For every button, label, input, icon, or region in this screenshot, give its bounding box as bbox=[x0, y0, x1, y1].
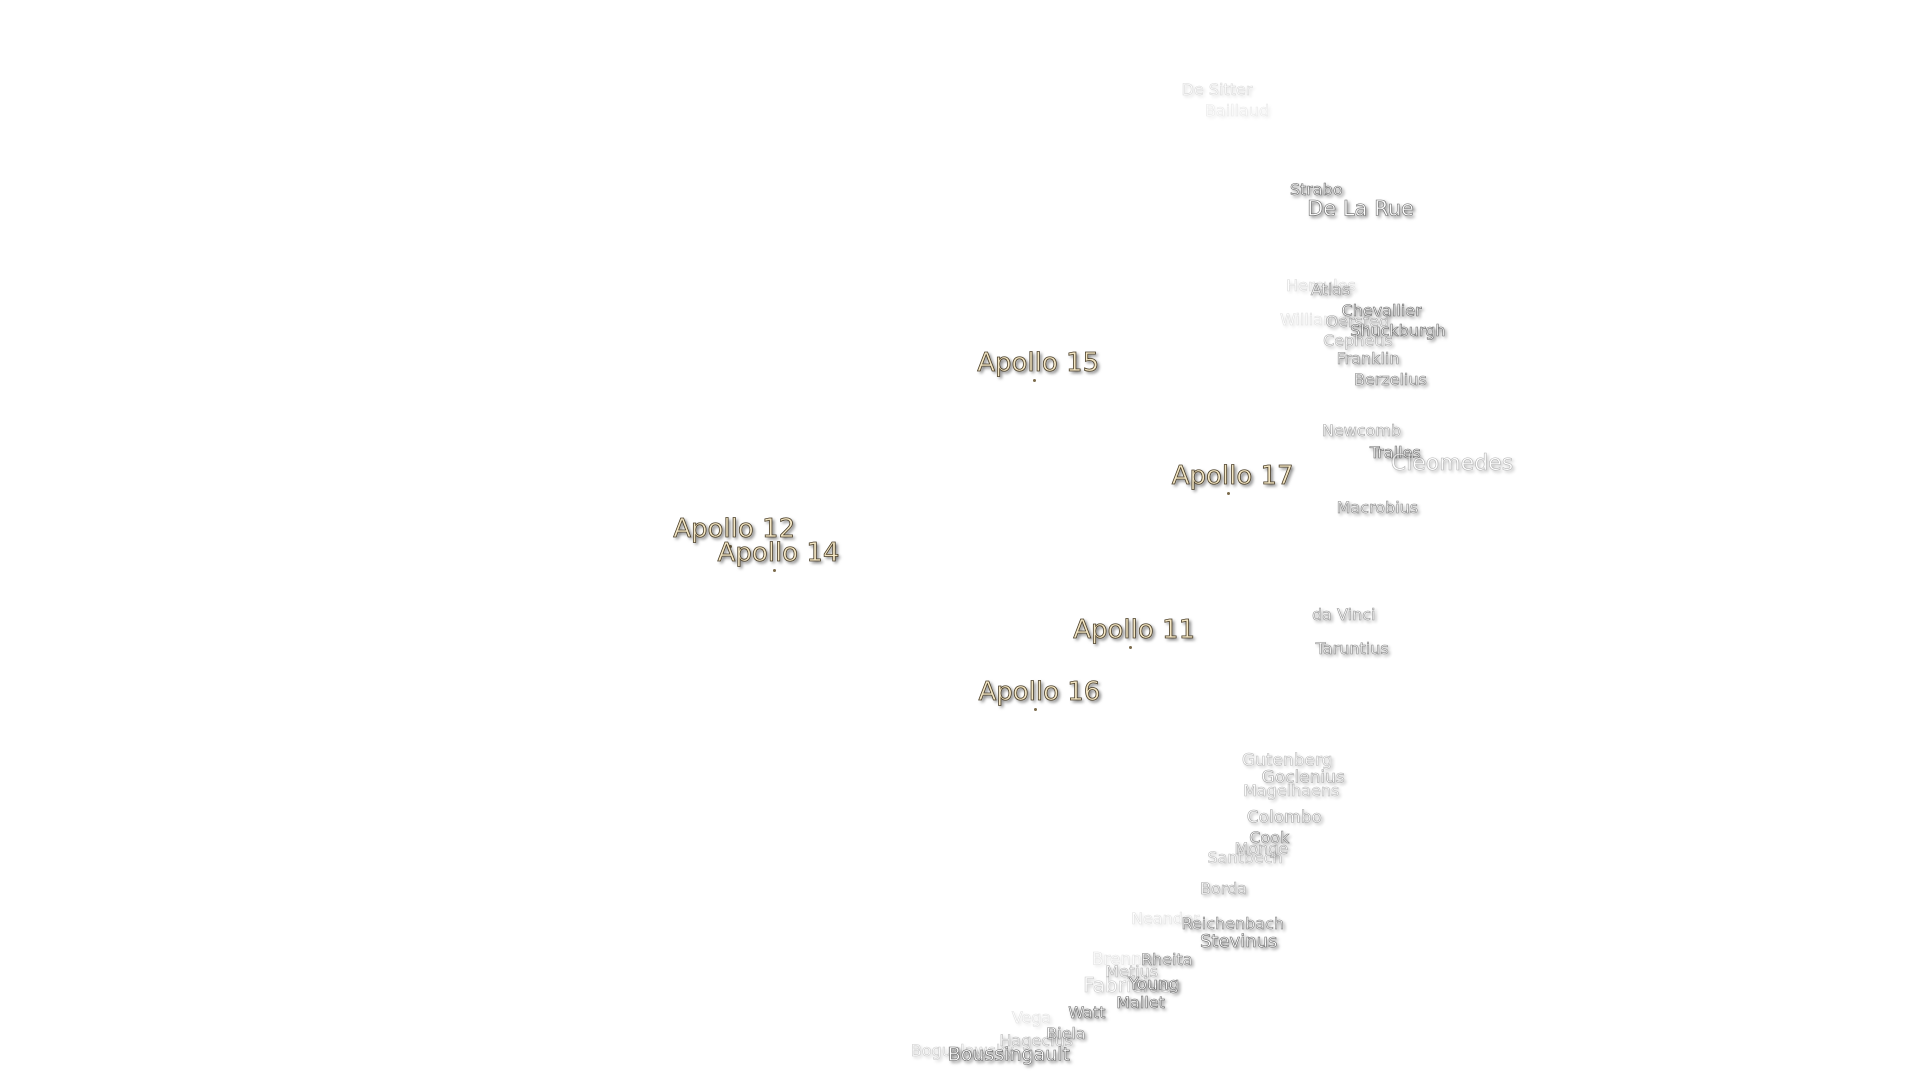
crater-label: Neander bbox=[1131, 909, 1200, 929]
crater-label: Boguslawsky bbox=[910, 1041, 1014, 1061]
crater-label: De La Rue bbox=[1307, 196, 1414, 221]
crater-label: Monge bbox=[1234, 839, 1289, 859]
crater-label: Boussingault bbox=[947, 1043, 1070, 1066]
crater-label: Vega bbox=[1011, 1007, 1052, 1027]
site-marker bbox=[1128, 646, 1132, 650]
crater-label: Goclenius bbox=[1261, 767, 1345, 788]
crater-label: Newcomb bbox=[1321, 420, 1402, 440]
crater-label: Franklin bbox=[1336, 349, 1400, 369]
crater-label: Cleomedes bbox=[1390, 451, 1514, 476]
crater-label: Reichenbach bbox=[1181, 914, 1285, 934]
crater-label: Santbech bbox=[1207, 847, 1283, 867]
site-marker bbox=[728, 545, 732, 549]
apollo-site-label: Apollo 17 bbox=[1171, 461, 1294, 492]
crater-label: Brenner bbox=[1091, 949, 1160, 970]
crater-label: Tralles bbox=[1369, 442, 1421, 462]
crater-label: Baillaud bbox=[1204, 100, 1270, 120]
crater-label: Macrobius bbox=[1336, 498, 1419, 518]
crater-label: Chevallier bbox=[1341, 301, 1422, 321]
site-marker bbox=[1033, 707, 1037, 711]
crater-label: Biela bbox=[1046, 1023, 1086, 1043]
crater-label: Fabricius bbox=[1083, 972, 1172, 997]
crater-label: Watt bbox=[1068, 1002, 1106, 1022]
crater-label: Cepheus bbox=[1323, 330, 1393, 350]
site-marker bbox=[772, 568, 776, 572]
crater-label: Metius bbox=[1105, 962, 1159, 982]
crater-label: Shuckburgh bbox=[1350, 321, 1446, 341]
crater-label: Berzelius bbox=[1353, 370, 1428, 390]
crater-label: Strabo bbox=[1289, 179, 1343, 199]
apollo-site-label: Apollo 11 bbox=[1073, 615, 1196, 646]
crater-label: da Vinci bbox=[1312, 605, 1376, 625]
crater-label: Magelhaens bbox=[1243, 781, 1340, 801]
crater-label: Stevinus bbox=[1200, 930, 1278, 952]
crater-label: Gutenberg bbox=[1241, 750, 1333, 771]
site-marker bbox=[1227, 492, 1231, 496]
apollo-site-label: Apollo 16 bbox=[978, 676, 1101, 707]
crater-label: Colombo bbox=[1246, 807, 1322, 828]
crater-label: Hagecius bbox=[999, 1031, 1073, 1051]
crater-label: Taruntius bbox=[1315, 638, 1389, 658]
crater-label: Williams bbox=[1280, 310, 1348, 329]
crater-label: Oersted bbox=[1325, 312, 1390, 332]
apollo-site-label: Apollo 14 bbox=[717, 537, 840, 568]
crater-label: Atlas bbox=[1310, 280, 1351, 300]
crater-label: Rheita bbox=[1140, 950, 1193, 969]
crater-label: Young bbox=[1128, 974, 1180, 995]
apollo-site-label: Apollo 12 bbox=[673, 514, 796, 545]
site-marker bbox=[1032, 379, 1036, 383]
crater-label: Hercules bbox=[1286, 275, 1356, 295]
apollo-site-label: Apollo 15 bbox=[977, 348, 1100, 379]
crater-label: Borda bbox=[1200, 878, 1248, 898]
crater-label: De Sitter bbox=[1181, 79, 1253, 99]
crater-label: Cook bbox=[1249, 828, 1290, 848]
crater-label: Mallet bbox=[1116, 993, 1165, 1013]
